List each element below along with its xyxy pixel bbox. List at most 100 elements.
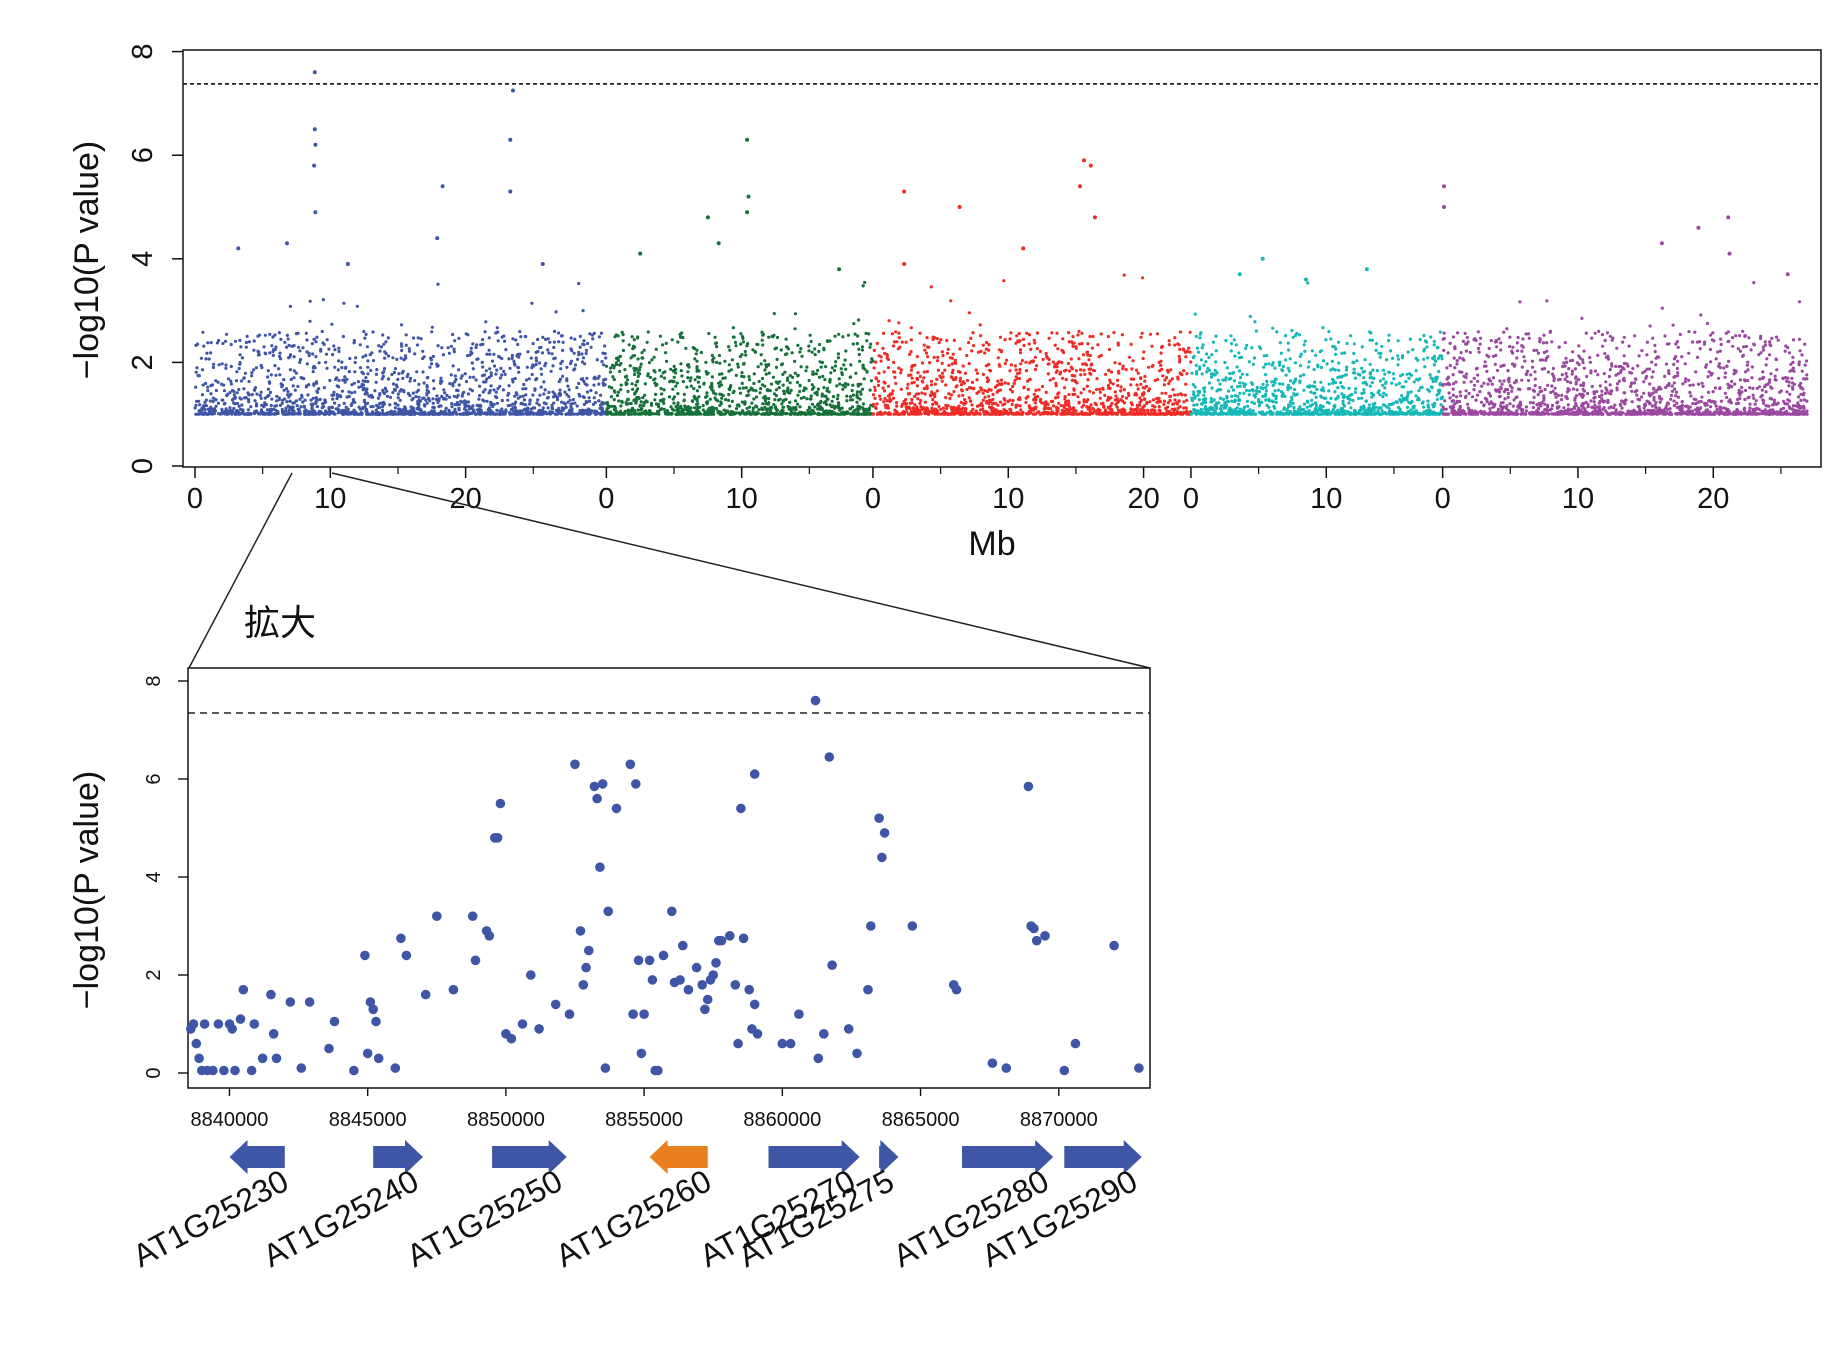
snp-point xyxy=(796,412,800,416)
snp-point xyxy=(492,388,496,392)
snp-point xyxy=(763,359,767,363)
snp-point xyxy=(936,368,941,372)
snp-point xyxy=(1214,334,1218,338)
snp-point xyxy=(301,400,305,404)
snp-point xyxy=(535,401,539,405)
snp-point xyxy=(1336,394,1340,398)
snp-point xyxy=(239,397,243,401)
snp-point xyxy=(730,358,735,362)
snp-point xyxy=(1123,408,1127,412)
snp-point xyxy=(557,340,561,344)
snp-point xyxy=(442,397,446,401)
snp-point xyxy=(674,367,678,371)
snp-point xyxy=(1085,400,1089,404)
snp-point xyxy=(1061,349,1065,353)
snp-point xyxy=(621,348,626,352)
snp-point xyxy=(691,346,695,350)
snp-point xyxy=(1308,404,1312,408)
snp-point xyxy=(205,351,209,355)
snp-point xyxy=(1238,384,1242,388)
snp-point xyxy=(979,386,983,390)
snp-point xyxy=(695,367,699,371)
snp-point xyxy=(904,402,909,406)
snp-point xyxy=(805,397,809,401)
snp-point xyxy=(743,402,747,406)
snp-point xyxy=(471,367,475,371)
snp-point xyxy=(552,329,557,333)
peak-snp-point xyxy=(705,215,710,220)
snp-point xyxy=(440,411,445,415)
snp-point xyxy=(487,406,491,410)
snp-point xyxy=(694,352,698,356)
snp-point xyxy=(585,376,589,380)
snp-point xyxy=(946,404,950,408)
snp-point xyxy=(885,399,889,403)
snp-point xyxy=(918,401,922,405)
snp-point xyxy=(273,364,277,368)
snp-point xyxy=(571,398,576,402)
snp-point xyxy=(1162,412,1166,416)
snp-point xyxy=(452,394,456,398)
snp-point xyxy=(923,400,928,404)
snp-point xyxy=(767,397,771,401)
snp-point xyxy=(792,412,796,416)
snp-point xyxy=(514,338,518,342)
snp-point xyxy=(279,382,283,386)
snp-point xyxy=(573,337,577,341)
snp-point xyxy=(923,386,928,390)
snp-point xyxy=(203,407,207,412)
snp-point xyxy=(1157,405,1161,409)
snp-point xyxy=(1197,350,1201,354)
snp-point xyxy=(843,358,847,362)
snp-point xyxy=(610,412,614,416)
snp-point xyxy=(734,407,739,411)
snp-point xyxy=(909,368,914,372)
snp-point xyxy=(345,377,349,381)
snp-point xyxy=(808,333,812,337)
snp-point xyxy=(585,383,589,387)
snp-point xyxy=(1203,412,1207,416)
snp-point xyxy=(794,399,798,403)
snp-point xyxy=(686,363,691,367)
peak-snp-point xyxy=(313,142,318,147)
snp-point xyxy=(950,371,955,375)
snp-point xyxy=(500,335,504,339)
snp-point xyxy=(984,340,989,345)
snp-point xyxy=(1206,366,1210,371)
snp-point xyxy=(1015,334,1019,338)
snp-point xyxy=(1121,399,1125,403)
snp-point xyxy=(1182,348,1186,352)
snp-point xyxy=(476,357,480,361)
snp-point xyxy=(849,398,853,402)
snp-point xyxy=(237,387,241,392)
snp-point xyxy=(324,360,328,364)
snp-point xyxy=(194,403,198,407)
snp-point xyxy=(654,347,658,351)
snp-point xyxy=(1085,405,1089,409)
snp-point xyxy=(435,394,439,398)
snp-point xyxy=(569,336,573,340)
snp-point xyxy=(508,411,512,415)
snp-point xyxy=(1297,333,1301,337)
snp-point xyxy=(420,412,424,416)
snp-point xyxy=(1059,370,1063,374)
snp-point xyxy=(1090,346,1094,350)
snp-point xyxy=(998,412,1002,416)
snp-point xyxy=(760,383,765,387)
snp-point xyxy=(1089,411,1093,415)
main-points xyxy=(193,70,1809,416)
snp-point xyxy=(551,364,555,368)
snp-point xyxy=(1133,407,1137,411)
snp-point xyxy=(307,354,311,358)
snp-point xyxy=(1166,405,1170,409)
snp-point xyxy=(769,409,773,413)
snp-point xyxy=(1048,378,1052,382)
snp-point xyxy=(1432,343,1436,347)
snp-point xyxy=(899,371,903,375)
snp-point xyxy=(546,406,550,410)
snp-point xyxy=(501,412,505,416)
snp-point xyxy=(306,393,310,397)
snp-point xyxy=(211,396,215,400)
snp-point xyxy=(573,363,578,367)
snp-point xyxy=(256,349,260,353)
